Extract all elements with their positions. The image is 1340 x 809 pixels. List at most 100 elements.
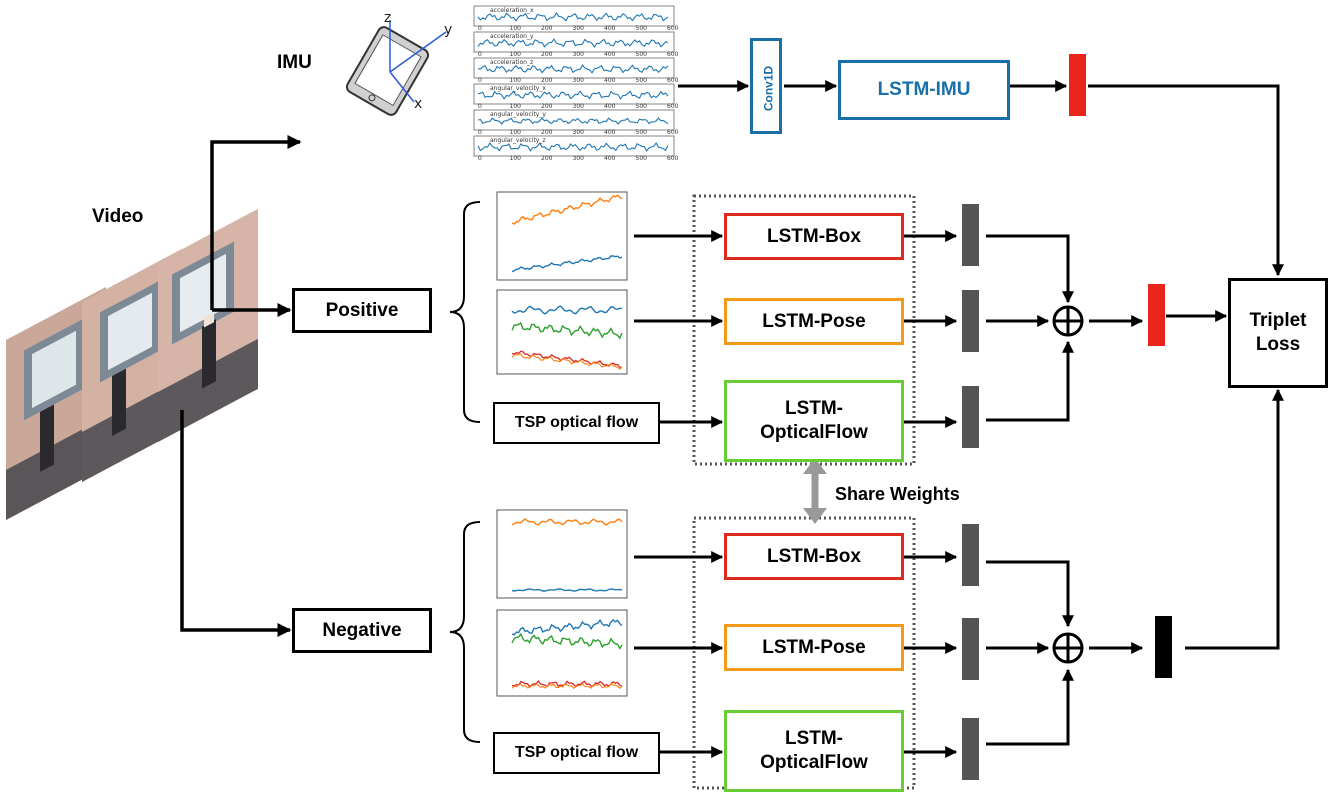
imu-x-tick: 300 (572, 77, 584, 84)
neg-sum-node (1052, 632, 1084, 664)
axis-x-label: x (414, 96, 423, 112)
pos-box-orange-line (511, 194, 623, 225)
lstm-pose-pos: LSTM-Pose (724, 298, 904, 345)
imu-x-tick: 0 (478, 51, 482, 58)
lstm-imu-box: LSTM-IMU (838, 60, 1010, 120)
pos-pose-green-line (511, 321, 623, 340)
imu-x-tick: 200 (541, 103, 553, 110)
neg-pose-plot (496, 609, 628, 697)
imu-x-tick: 600 (667, 51, 679, 58)
axis-z-label: z (384, 10, 392, 26)
imu-series-label: acceleration_x (490, 7, 534, 14)
phone-illustration (345, 20, 447, 116)
pos-brace (449, 201, 481, 423)
imu-x-tick: 200 (541, 51, 553, 58)
imu-x-tick: 100 (509, 155, 521, 162)
axis-y-label: y (444, 22, 453, 38)
video-frame-2 (82, 248, 182, 482)
imu-x-tick: 200 (541, 129, 553, 136)
imu-plot-frame (473, 5, 675, 27)
imu-x-tick: 500 (635, 77, 647, 84)
pos-pose-blue-line (511, 305, 623, 315)
feature-plots (496, 191, 628, 697)
imu-plot-frame (473, 83, 675, 105)
lstm-opticalflow-pos: LSTM- OpticalFlow (724, 380, 904, 462)
pos-box-plot (496, 191, 628, 281)
neg-box-blue-line (511, 588, 623, 592)
imu-x-tick: 300 (572, 51, 584, 58)
imu-x-tick: 500 (635, 25, 647, 32)
conv1d-box: Conv1D (750, 38, 782, 134)
imu-x-tick: 300 (572, 25, 584, 32)
imu-x-tick: 300 (572, 155, 584, 162)
imu-x-tick: 500 (635, 129, 647, 136)
imu-x-tick: 100 (509, 77, 521, 84)
imu-x-tick: 600 (667, 155, 679, 162)
video-arrows (180, 135, 302, 637)
negative-box: Negative (292, 608, 432, 653)
imu-x-tick: 0 (478, 155, 482, 162)
imu-signal-line (477, 11, 669, 22)
pos-pose-orange-line (511, 353, 623, 370)
imu-x-tick: 500 (635, 103, 647, 110)
imu-x-tick: 600 (667, 103, 679, 110)
imu-plots (473, 5, 675, 157)
imu-x-tick: 600 (667, 25, 679, 32)
neg-pose-orange-line (511, 682, 623, 690)
imu-x-tick: 100 (509, 25, 521, 32)
neg-pose-green-line (511, 632, 623, 650)
lstm-box-pos: LSTM-Box (724, 213, 904, 260)
triplet-loss-box: Triplet Loss (1228, 278, 1328, 388)
pos-flow-feature (962, 386, 979, 448)
neg-box-feature (962, 524, 979, 586)
imu-x-tick: 0 (478, 103, 482, 110)
imu-x-tick: 400 (604, 155, 616, 162)
imu-plot-frame (473, 57, 675, 79)
imu-x-tick: 200 (541, 155, 553, 162)
imu-x-tick: 400 (604, 103, 616, 110)
neg-brace (449, 521, 481, 743)
imu-x-tick: 0 (478, 77, 482, 84)
imu-signal-line (477, 38, 669, 48)
imu-x-tick: 400 (604, 77, 616, 84)
imu-x-tick: 500 (635, 51, 647, 58)
imu-x-tick: 300 (572, 129, 584, 136)
imu-series-label: angular_velocity_z (490, 137, 546, 144)
imu-x-tick: 200 (541, 25, 553, 32)
imu-signal-line (477, 90, 669, 100)
video-frame-1 (6, 286, 106, 520)
imu-x-tick: 200 (541, 77, 553, 84)
video-frame-3 (158, 208, 258, 442)
pos-lstm-group (692, 194, 916, 466)
neg-flow-feature (962, 718, 979, 780)
positive-box: Positive (292, 288, 432, 333)
imu-x-tick: 400 (604, 25, 616, 32)
imu-series-label: acceleration_y (490, 33, 534, 40)
pos-pose-feature (962, 290, 979, 352)
share-weights-arrow (803, 458, 827, 524)
lstm-opticalflow-neg: LSTM- OpticalFlow (724, 710, 904, 792)
imu-x-tick: 300 (572, 103, 584, 110)
imu-x-tick: 0 (478, 129, 482, 136)
imu-signal-line (477, 117, 669, 125)
imu-series-label: acceleration_z (490, 59, 534, 66)
neg-pose-blue-line (511, 618, 623, 636)
neg-box-orange-line (511, 518, 623, 526)
lstm-pose-neg: LSTM-Pose (724, 624, 904, 671)
share-weights-label: Share Weights (835, 484, 960, 504)
pos-box-feature (962, 204, 979, 266)
conv1d-label: Conv1D (761, 65, 776, 112)
pos-pose-plot (496, 289, 628, 375)
imu-x-tick: 0 (478, 25, 482, 32)
imu-signal-line (477, 141, 669, 152)
pos-sum-node (1052, 305, 1084, 337)
neg-pose-feature (962, 618, 979, 680)
imu-series-label: angular_velocity_x (490, 85, 546, 92)
imu-signal-line (477, 64, 669, 74)
imu-x-tick: 500 (635, 155, 647, 162)
imu-label: IMU (277, 52, 312, 73)
neg-fused-feature (1155, 616, 1172, 678)
imu-x-tick: 100 (509, 129, 521, 136)
pos-fused-feature (1148, 284, 1165, 346)
